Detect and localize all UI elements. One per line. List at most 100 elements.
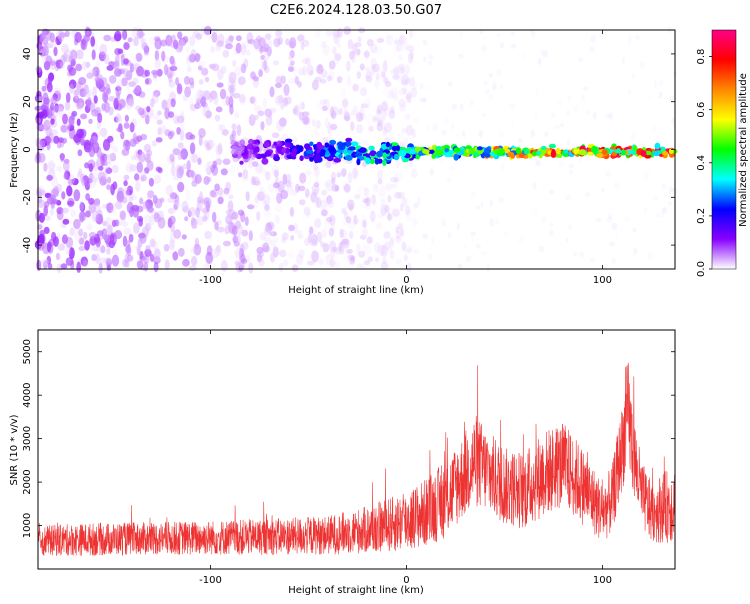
spectrogram-cell [500,84,504,90]
spectrogram-cell [188,207,197,217]
spectrogram-cell [318,258,324,265]
spectrogram-cell [369,43,378,54]
spectrogram-cell [166,98,172,110]
spectrogram-cell [356,243,361,254]
spectrogram-cell [209,63,216,69]
spectrogram-cell [86,223,93,231]
spectrogram-cell [564,149,569,154]
spectrogram-cell [45,55,53,66]
spectrogram-x-ticks: -100 0 100 [199,30,612,286]
spectrogram-cell [103,160,108,166]
spectrogram-cell [565,237,569,243]
spectrogram-cell [68,247,75,260]
spectrogram-cell [273,60,280,66]
spectrogram-cell [95,213,102,225]
spectrogram-cell [538,245,545,253]
spectrogram-cell [375,257,379,263]
spectrogram-cell [62,160,70,172]
spectrogram-cell [219,88,227,100]
spectrogram-cell [183,75,191,85]
spectrogram-cell [126,201,134,214]
spectrogram-cell [212,211,217,223]
spectrogram-cell [345,137,353,142]
spectrogram-cell [235,42,242,54]
spectrogram-cell [276,140,283,147]
spectrogram-cell [202,207,207,216]
spectrogram-cell [383,77,389,84]
spectrogram-cell [231,211,238,220]
spectrogram-cell [330,223,336,232]
spectrogram-cell [225,214,233,225]
spectrogram-cell [441,219,446,227]
spectrogram-cell [65,123,70,134]
spectrogram-cell [332,246,337,253]
spectrogram-cell [271,132,280,139]
spectrogram-cell [265,222,272,234]
spectrogram-cell [317,63,323,72]
spectrogram-cell [259,186,266,198]
spectrogram-cell [401,73,409,86]
spectrogram-cell [136,246,141,256]
spectrogram-cell [44,29,52,41]
spectrogram-cell [261,157,269,165]
spectrogram-cell [316,27,321,37]
spectrogram-cell [643,206,648,213]
spectrogram-cell [401,87,408,95]
spectrogram-cell [61,137,68,144]
snr-y-tick-label: 4000 [22,382,33,407]
spectrogram-cell [408,158,414,168]
spectrogram-cell [305,188,310,198]
spectrogram-cell [483,80,488,86]
spectrogram-cell [361,227,369,238]
spectrogram-cell [178,247,185,257]
spectrogram-cell [106,264,112,271]
spectrogram-cell [356,112,364,122]
spectrogram-y-tick-label: 0 [22,146,33,152]
spectrogram-cell [579,250,585,258]
spectrogram-cell [297,185,306,192]
spectrogram-cell [213,94,219,105]
spectrogram-cell [144,223,150,236]
spectrogram-cell [194,94,200,103]
spectrogram-cell [493,149,499,155]
spectrogram-cell [112,181,118,190]
spectrogram-cell [387,213,394,221]
spectrogram-cell [96,157,102,168]
spectrogram-cell [391,207,398,216]
spectrogram-cell [125,189,132,196]
spectrogram-cell [47,109,52,118]
spectrogram-cell [368,145,375,151]
spectrogram-cell [272,246,279,258]
spectrogram-cell [196,196,203,204]
spectrogram-cell [329,139,337,146]
spectrogram-cell [296,145,303,152]
spectrogram-cell [228,71,237,84]
spectrogram-cell [78,77,87,85]
spectrogram-cell [406,262,412,273]
spectrogram-cell [639,61,646,69]
spectrogram-cell [227,77,235,89]
spectrogram-cell [624,157,629,162]
spectrogram-cell [325,29,334,37]
spectrogram-cell [401,241,407,252]
spectrogram-cell [579,149,586,156]
spectrogram-cell [264,33,272,40]
spectrogram-cell [128,233,134,243]
spectrogram-cell [227,200,234,212]
spectrogram-cell [348,146,357,151]
spectrogram-cell [224,226,230,235]
spectrogram-cell [263,236,272,245]
spectrogram-cell [69,119,75,126]
spectrogram-cell [153,265,160,271]
spectrogram-cell [653,150,660,157]
spectrogram-cell [371,194,376,206]
spectrogram-cell [321,105,328,111]
spectrogram-cell [328,214,336,226]
spectrogram-cell [53,135,60,144]
spectrogram-x-tick: -100 [199,30,222,286]
spectrogram-cell [446,176,451,183]
spectrogram-cell [537,57,542,66]
spectrogram-cell [555,147,561,155]
spectrogram-cell [343,108,349,120]
spectrogram-cell [204,25,212,36]
